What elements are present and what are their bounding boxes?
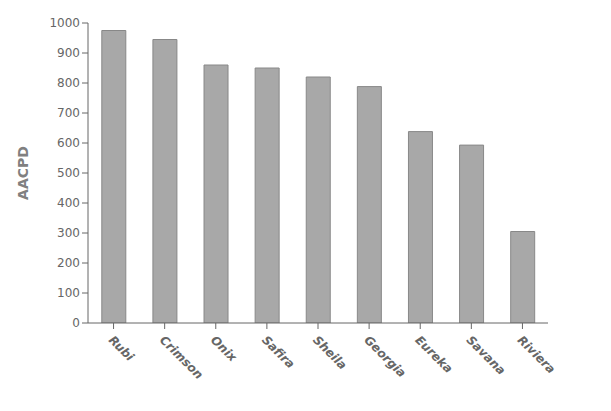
svg-text:100: 100 [57, 286, 80, 300]
svg-text:0: 0 [72, 316, 80, 330]
svg-text:AACPD: AACPD [15, 146, 31, 200]
svg-text:Rubi: Rubi [106, 333, 138, 365]
svg-text:Crimson: Crimson [157, 333, 206, 382]
svg-text:700: 700 [57, 106, 80, 120]
svg-text:500: 500 [57, 166, 80, 180]
svg-text:Georgia: Georgia [361, 333, 408, 380]
svg-text:600: 600 [57, 136, 80, 150]
svg-text:Safira: Safira [259, 333, 297, 371]
svg-text:Riviera: Riviera [515, 333, 558, 376]
svg-text:300: 300 [57, 226, 80, 240]
svg-text:Sheila: Sheila [310, 333, 349, 372]
svg-text:800: 800 [57, 76, 80, 90]
svg-text:Eureka: Eureka [412, 333, 455, 376]
svg-text:200: 200 [57, 256, 80, 270]
svg-text:Onix: Onix [208, 333, 240, 365]
svg-text:1000: 1000 [49, 16, 80, 30]
svg-text:900: 900 [57, 46, 80, 60]
svg-text:400: 400 [57, 196, 80, 210]
svg-text:Savana: Savana [464, 333, 509, 378]
